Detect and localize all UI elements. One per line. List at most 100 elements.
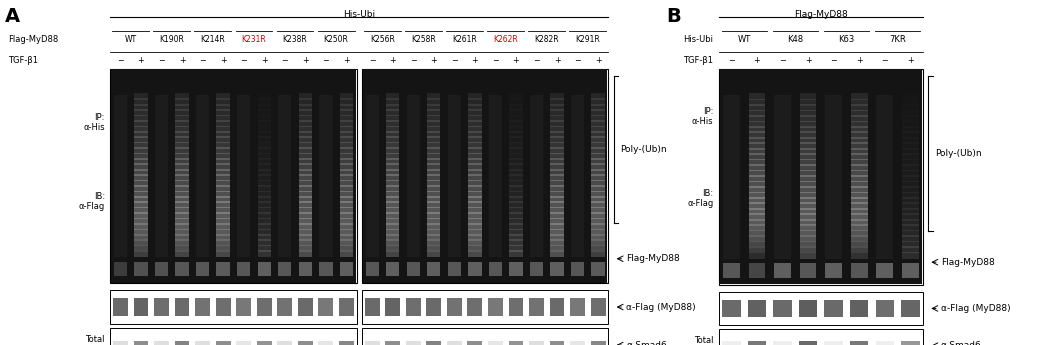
Bar <box>386 126 400 132</box>
Text: −: − <box>574 56 581 65</box>
Text: +: + <box>220 56 227 65</box>
Text: Flag-MyD88: Flag-MyD88 <box>8 35 59 44</box>
Bar <box>386 190 400 198</box>
Text: α-Flag (MyD88): α-Flag (MyD88) <box>626 303 695 312</box>
Bar <box>592 93 605 100</box>
Text: Flag-MyD88: Flag-MyD88 <box>794 10 848 19</box>
Bar <box>363 69 607 283</box>
Bar <box>386 228 400 236</box>
Bar <box>851 224 868 231</box>
Bar <box>592 115 605 122</box>
Bar <box>175 223 189 230</box>
Bar <box>340 218 354 225</box>
Bar <box>427 218 441 225</box>
Bar <box>196 262 209 276</box>
Bar <box>799 214 816 220</box>
Bar <box>258 212 271 219</box>
Bar <box>427 109 441 116</box>
Bar <box>386 185 400 192</box>
Bar <box>902 104 919 111</box>
Bar <box>427 239 441 246</box>
Bar <box>901 341 920 345</box>
Bar <box>799 99 816 106</box>
Bar <box>175 152 189 160</box>
Bar <box>216 169 230 176</box>
Bar <box>427 245 441 252</box>
Bar <box>113 262 127 276</box>
Bar <box>134 234 148 241</box>
Bar <box>749 219 765 226</box>
Bar <box>851 214 868 220</box>
Bar <box>447 298 462 316</box>
Bar <box>258 174 271 181</box>
Bar <box>175 190 189 198</box>
Text: IB:
α-Flag: IB: α-Flag <box>687 189 713 208</box>
Bar <box>592 234 605 241</box>
Bar <box>216 109 230 116</box>
Bar <box>799 197 816 204</box>
Bar <box>258 109 271 116</box>
Bar <box>749 99 765 106</box>
Bar <box>427 185 441 192</box>
Bar <box>851 170 868 177</box>
Bar <box>799 142 816 149</box>
Bar <box>134 196 148 203</box>
Text: α-Flag (MyD88): α-Flag (MyD88) <box>941 304 1010 313</box>
Bar <box>510 228 522 236</box>
Bar <box>365 95 379 257</box>
Bar <box>902 219 919 226</box>
Bar <box>340 234 354 241</box>
Bar <box>340 196 354 203</box>
Bar <box>551 228 563 236</box>
Bar <box>340 131 354 138</box>
Bar <box>799 191 816 199</box>
Bar <box>902 230 919 237</box>
Bar <box>340 228 354 236</box>
Bar <box>175 180 189 187</box>
Bar <box>298 341 313 345</box>
Bar <box>298 298 313 316</box>
Bar <box>299 115 312 122</box>
Bar <box>592 223 605 230</box>
Bar <box>134 250 148 257</box>
Bar <box>851 252 868 259</box>
Bar <box>386 180 400 187</box>
Bar <box>134 104 148 111</box>
Bar <box>851 186 868 193</box>
Bar <box>749 104 765 111</box>
Bar <box>592 174 605 181</box>
Bar <box>258 164 271 170</box>
Text: TGF-β1: TGF-β1 <box>8 56 39 65</box>
Bar <box>551 207 563 214</box>
Bar <box>551 109 563 116</box>
Bar <box>591 341 605 345</box>
Bar <box>902 175 919 182</box>
Bar <box>877 95 893 259</box>
Text: +: + <box>595 56 601 65</box>
Bar <box>134 136 148 144</box>
Bar <box>902 137 919 144</box>
Bar <box>902 126 919 133</box>
Bar <box>386 93 400 100</box>
Bar <box>216 131 230 138</box>
Bar <box>258 120 271 127</box>
Bar <box>749 208 765 215</box>
Bar <box>175 115 189 122</box>
Bar <box>340 98 354 106</box>
Bar <box>299 212 312 219</box>
Bar <box>799 93 816 100</box>
Bar <box>799 263 816 278</box>
Bar <box>510 147 522 154</box>
Bar <box>571 95 584 257</box>
Bar <box>722 341 741 345</box>
Bar <box>134 158 148 165</box>
Bar <box>592 169 605 176</box>
Bar <box>175 120 189 127</box>
Bar <box>851 197 868 204</box>
Bar <box>510 109 522 116</box>
Bar <box>195 341 210 345</box>
Bar <box>551 234 563 241</box>
Bar <box>175 228 189 236</box>
Bar <box>550 298 564 316</box>
Bar <box>773 341 792 345</box>
